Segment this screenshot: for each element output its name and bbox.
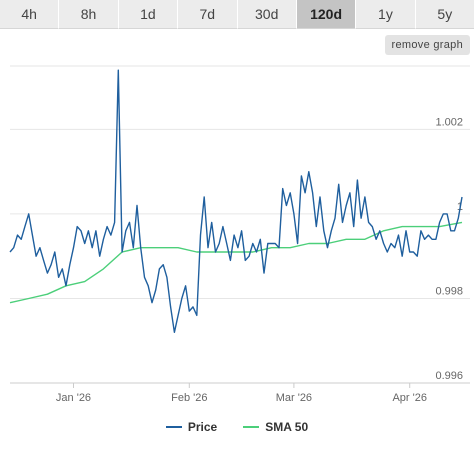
range-tab-bar: 4h 8h 1d 7d 30d 120d 1y 5y — [0, 0, 474, 30]
x-tick-label: Mar '26 — [276, 392, 312, 404]
legend-label-sma: SMA 50 — [265, 420, 309, 434]
y-tick-label: 0.998 — [435, 285, 463, 297]
y-tick-label: 0.996 — [435, 370, 463, 382]
range-tab-5y[interactable]: 5y — [415, 0, 474, 29]
range-tab-4h[interactable]: 4h — [0, 0, 60, 29]
chart-legend: Price SMA 50 — [0, 420, 474, 434]
remove-graph-button[interactable]: remove graph — [384, 35, 470, 55]
y-tick-label: 1.002 — [435, 116, 463, 128]
sma-line — [9, 221, 463, 304]
x-tick-label: Feb '26 — [171, 392, 207, 404]
price-line — [9, 69, 463, 333]
legend-label-price: Price — [187, 420, 218, 434]
range-tab-8h[interactable]: 8h — [59, 0, 119, 29]
range-tab-120d[interactable]: 120d — [296, 0, 357, 29]
range-tab-7d[interactable]: 7d — [178, 0, 238, 29]
legend-item-price[interactable]: Price — [165, 420, 218, 434]
legend-swatch-price — [165, 426, 182, 428]
range-tab-1y[interactable]: 1y — [356, 0, 416, 29]
legend-item-sma[interactable]: SMA 50 — [243, 420, 308, 434]
legend-swatch-sma — [243, 426, 260, 428]
range-tab-30d[interactable]: 30d — [237, 0, 297, 29]
x-tick-label: Apr '26 — [392, 392, 427, 404]
x-tick-label: Jan '26 — [56, 392, 91, 404]
range-tab-1d[interactable]: 1d — [118, 0, 179, 29]
